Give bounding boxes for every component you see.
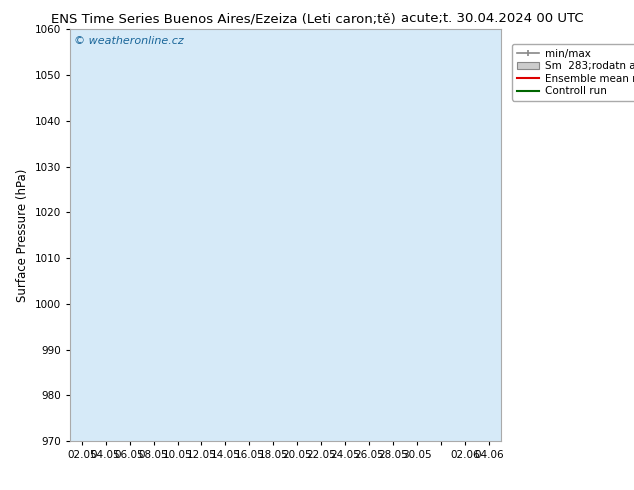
- Text: ENS Time Series Buenos Aires/Ezeiza (Leti caron;tě): ENS Time Series Buenos Aires/Ezeiza (Let…: [51, 12, 396, 25]
- Bar: [357, 29, 405, 441]
- Bar: [261, 29, 309, 441]
- Bar: [309, 29, 357, 441]
- Legend: min/max, Sm  283;rodatn acute; odchylka, Ensemble mean run, Controll run: min/max, Sm 283;rodatn acute; odchylka, …: [512, 45, 634, 100]
- Bar: [405, 29, 453, 441]
- Bar: [165, 29, 214, 441]
- Bar: [70, 29, 118, 441]
- Bar: [453, 29, 501, 441]
- Y-axis label: Surface Pressure (hPa): Surface Pressure (hPa): [16, 169, 29, 302]
- Bar: [118, 29, 165, 441]
- Bar: [214, 29, 261, 441]
- Text: acute;t. 30.04.2024 00 UTC: acute;t. 30.04.2024 00 UTC: [401, 12, 583, 25]
- Text: © weatheronline.cz: © weatheronline.cz: [74, 36, 184, 46]
